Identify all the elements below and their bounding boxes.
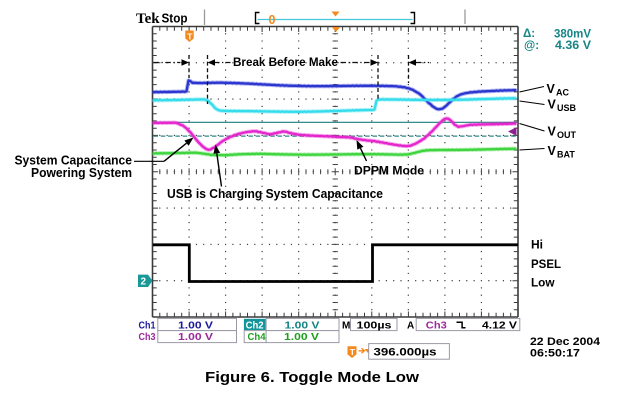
svg-text:T: T <box>350 347 356 357</box>
svg-text:Hi: Hi <box>531 238 543 252</box>
svg-text:0: 0 <box>269 13 276 27</box>
svg-text:Ch3: Ch3 <box>426 320 447 331</box>
svg-text:V: V <box>548 98 557 112</box>
svg-text:BAT: BAT <box>557 150 575 160</box>
svg-text:Powering System: Powering System <box>31 166 132 180</box>
svg-text:V: V <box>548 125 557 139</box>
svg-text:4.12 V: 4.12 V <box>482 320 517 331</box>
svg-text:380mV: 380mV <box>554 29 591 41</box>
svg-text:V: V <box>547 82 556 96</box>
svg-text:100µs: 100µs <box>357 320 393 331</box>
svg-text:USB is Charging System Capacit: USB is Charging System Capacitance <box>167 187 383 201</box>
svg-text:M: M <box>342 320 350 331</box>
svg-text:DPPM Mode: DPPM Mode <box>354 163 424 177</box>
svg-text:@:: @: <box>524 40 539 52</box>
svg-text:USB: USB <box>557 103 577 113</box>
svg-text:Stop: Stop <box>162 11 188 25</box>
svg-text:OUT: OUT <box>557 130 577 140</box>
svg-text:T: T <box>187 31 193 41</box>
svg-text:A: A <box>407 320 414 331</box>
svg-text:Ch2: Ch2 <box>246 320 264 331</box>
svg-text:396.000µs: 396.000µs <box>374 346 437 358</box>
svg-text:06:50:17: 06:50:17 <box>530 348 580 360</box>
svg-text:1.00 V: 1.00 V <box>178 332 213 343</box>
svg-text:Δ:: Δ: <box>523 28 535 40</box>
svg-text:PSEL: PSEL <box>531 257 561 271</box>
svg-text:1.00 V: 1.00 V <box>284 332 319 343</box>
svg-text:AC: AC <box>556 88 569 98</box>
svg-text:Break Before Make: Break Before Make <box>233 55 338 69</box>
svg-text:Low: Low <box>531 276 555 290</box>
svg-text:Figure 6. Toggle Mode Low: Figure 6. Toggle Mode Low <box>205 370 420 386</box>
svg-text:V: V <box>548 144 557 158</box>
svg-text:Ch3: Ch3 <box>139 332 156 343</box>
svg-text:22 Dec 2004: 22 Dec 2004 <box>530 336 601 348</box>
svg-text:System Capacitance: System Capacitance <box>15 154 133 168</box>
svg-text:4.36 V: 4.36 V <box>555 40 591 52</box>
svg-text:1.00 V: 1.00 V <box>178 320 213 331</box>
svg-text:1.00 V: 1.00 V <box>285 320 320 331</box>
svg-text:2: 2 <box>141 277 147 288</box>
svg-text:Tek: Tek <box>136 11 160 27</box>
svg-text:Ch4: Ch4 <box>248 332 266 343</box>
svg-text:Ch1: Ch1 <box>139 320 156 331</box>
